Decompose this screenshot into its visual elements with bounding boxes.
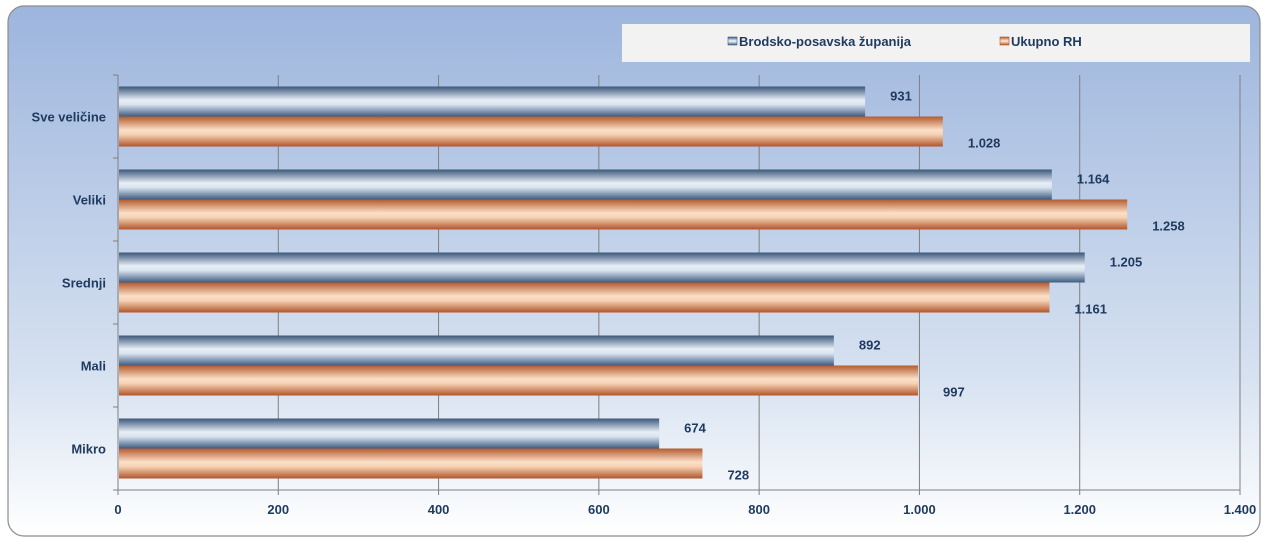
data-label: 1.161 [1074, 302, 1107, 317]
legend-swatch [999, 36, 1010, 46]
bar-ukupno-rh [119, 448, 703, 479]
legend: Brodsko-posavska županija Ukupno RH [727, 34, 1082, 49]
data-label: 674 [684, 421, 706, 436]
x-tick-label: 600 [588, 502, 610, 517]
bar-brodsko-posavska [119, 252, 1085, 283]
legend-swatch [727, 36, 738, 46]
data-label: 728 [727, 468, 749, 483]
data-label: 892 [859, 338, 881, 353]
data-label: 1.258 [1152, 219, 1185, 234]
category-label: Mali [81, 359, 106, 374]
legend-label: Brodsko-posavska županija [739, 34, 912, 49]
bar-brodsko-posavska [119, 335, 834, 366]
x-tick-label: 1.200 [1063, 502, 1096, 517]
x-tick-label: 1.400 [1224, 502, 1257, 517]
bar-ukupno-rh [119, 116, 943, 147]
bar-ukupno-rh [119, 199, 1128, 230]
x-tick-label: 400 [428, 502, 450, 517]
legend-box [622, 24, 1250, 62]
legend-label: Ukupno RH [1011, 34, 1082, 49]
data-label: 1.164 [1077, 172, 1110, 187]
category-label: Srednji [62, 276, 106, 291]
x-tick-label: 0 [114, 502, 121, 517]
category-label: Veliki [73, 193, 106, 208]
data-label: 1.205 [1110, 255, 1143, 270]
category-label: Sve veličine [32, 110, 106, 125]
bar-brodsko-posavska [119, 169, 1052, 200]
category-label: Mikro [71, 442, 106, 457]
x-tick-label: 1.000 [903, 502, 936, 517]
bar-ukupno-rh [119, 282, 1050, 313]
bar-brodsko-posavska [119, 86, 866, 117]
data-label: 931 [890, 89, 912, 104]
data-label: 1.028 [968, 136, 1001, 151]
bar-ukupno-rh [119, 365, 919, 396]
x-tick-label: 200 [267, 502, 289, 517]
x-tick-label: 800 [748, 502, 770, 517]
plot-area: 0 200 400 600 800 1.000 1.200 1.400 Sve veličine… [32, 74, 1257, 517]
bar-brodsko-posavska [119, 418, 660, 449]
data-label: 997 [943, 385, 965, 400]
